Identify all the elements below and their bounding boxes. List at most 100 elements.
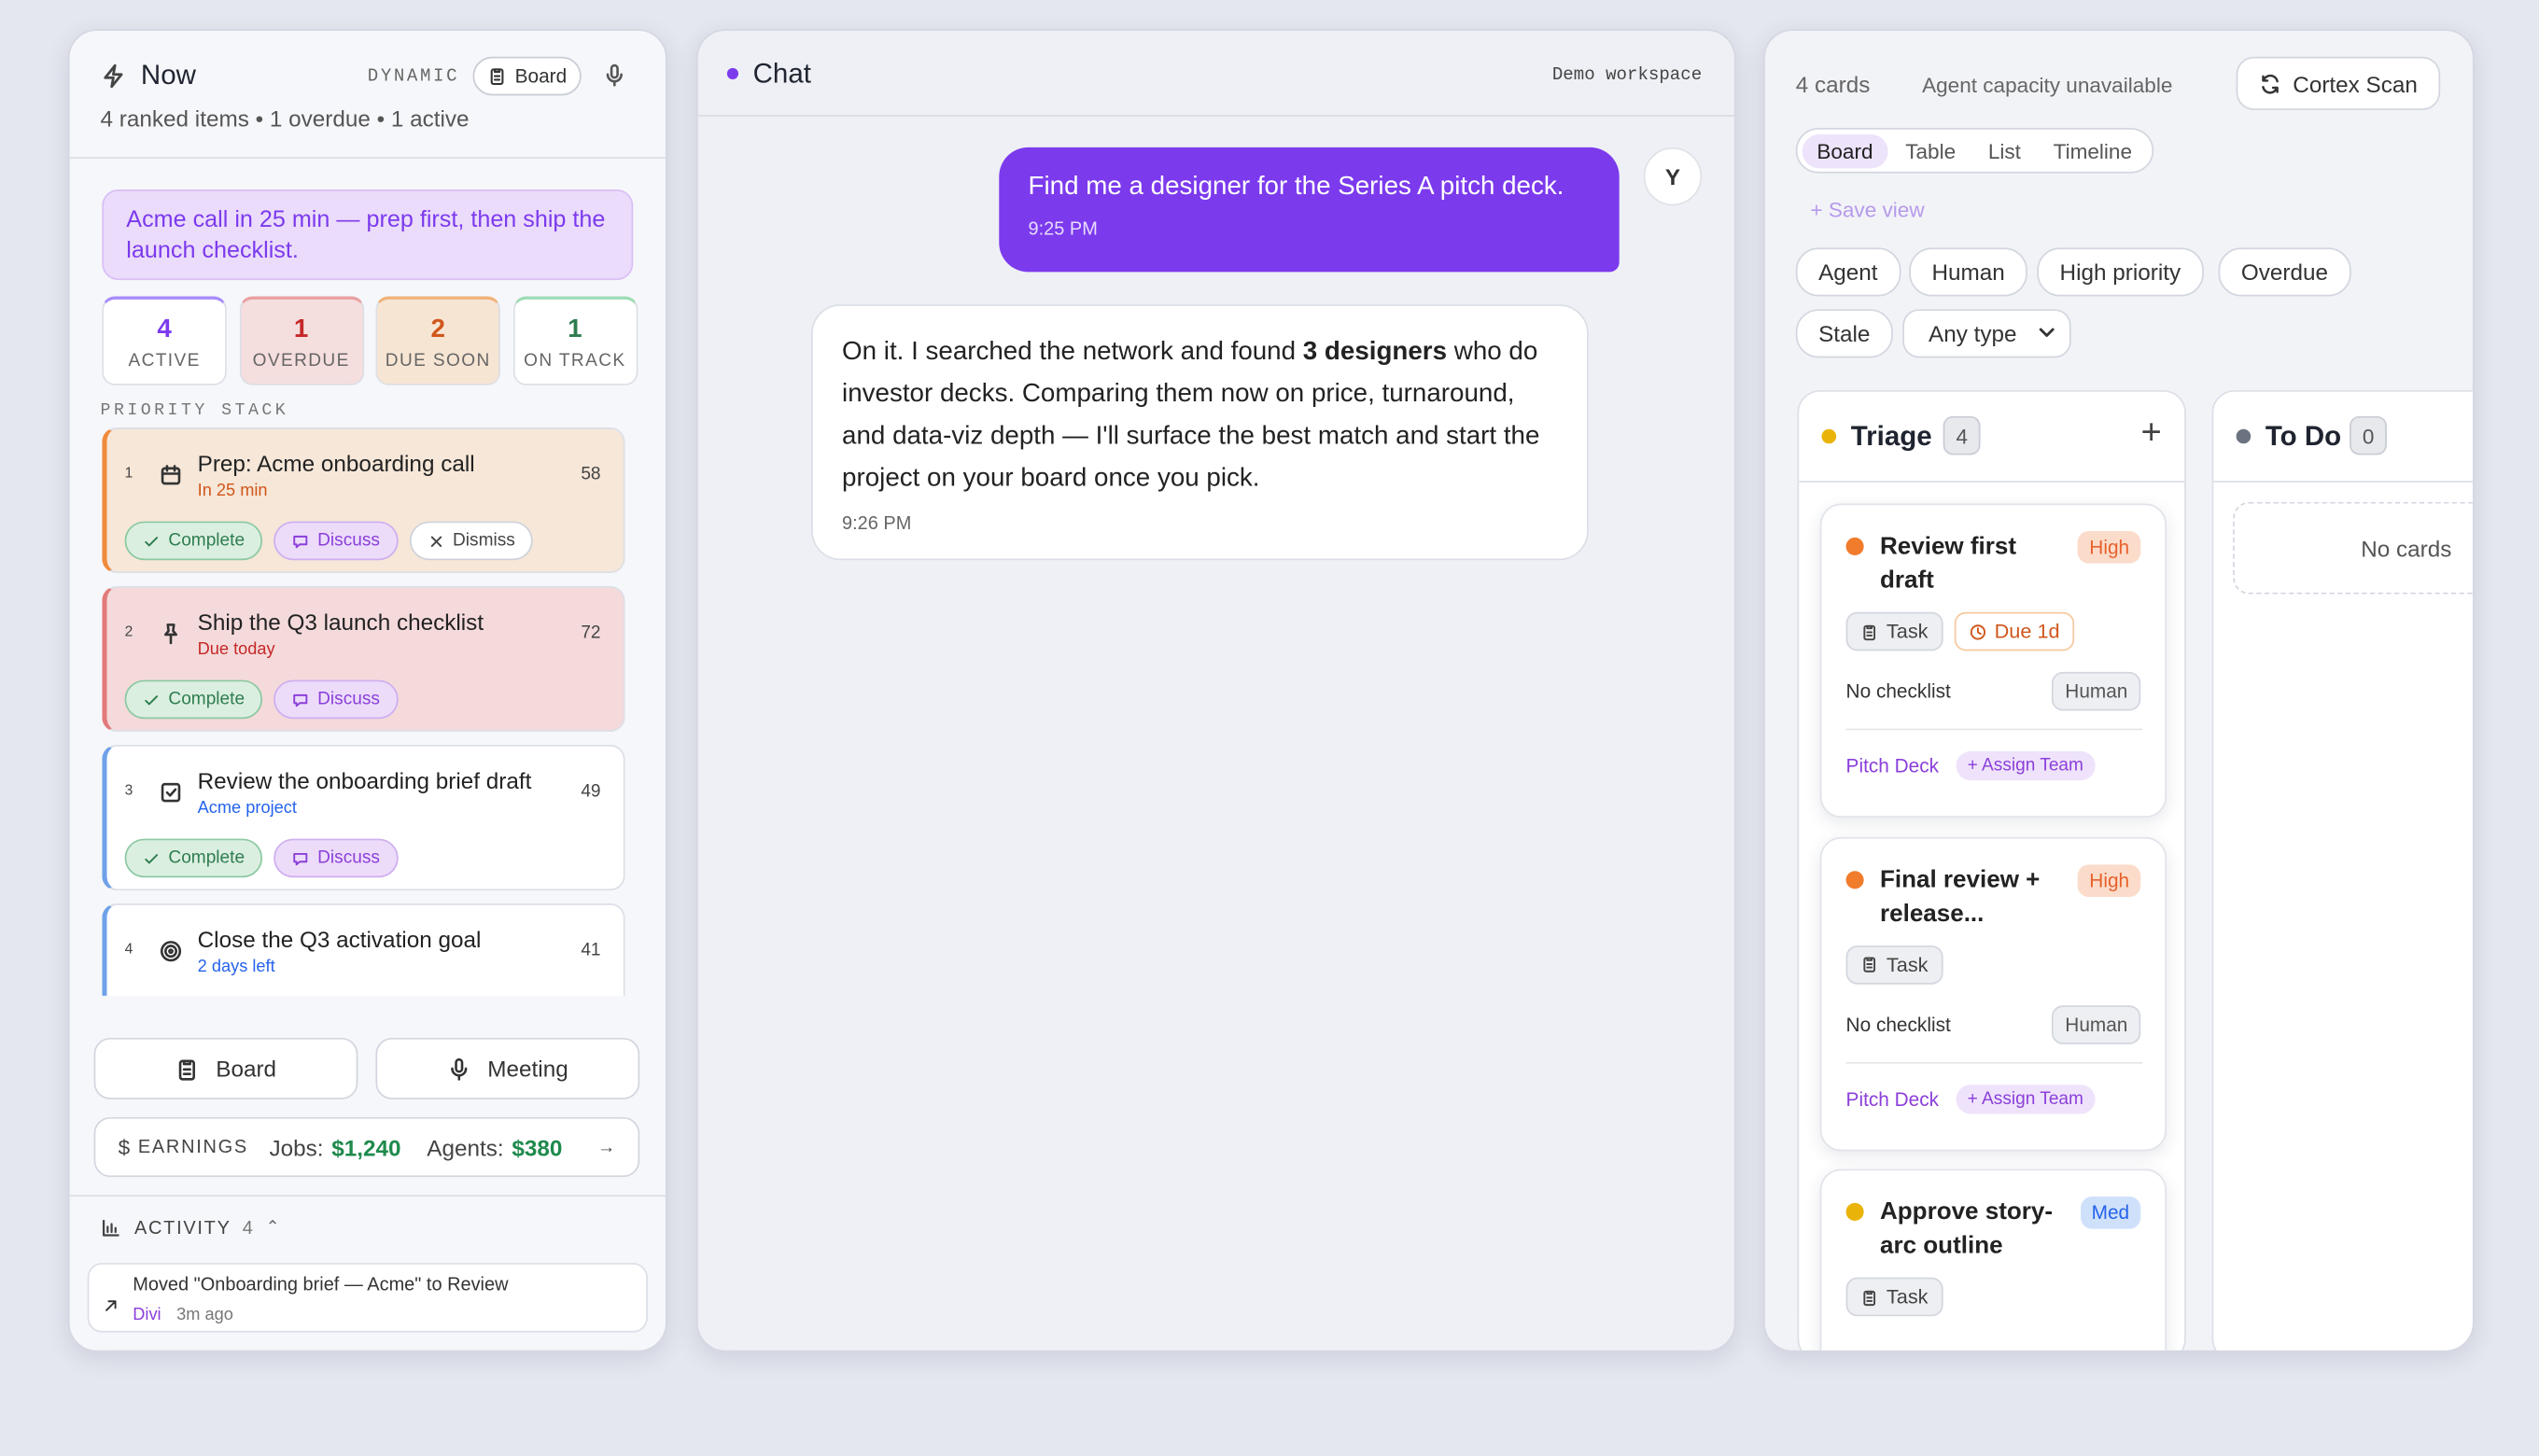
- stat-label: DUE SOON: [385, 351, 491, 371]
- view-tab[interactable]: List: [1987, 138, 2021, 163]
- select-label: Any type: [1929, 320, 2017, 347]
- bolt-icon: [101, 63, 127, 97]
- filter-chip[interactable]: Overdue: [2218, 247, 2351, 297]
- filter-chip[interactable]: Human: [1909, 247, 2028, 297]
- column-name: Triage: [1850, 421, 1932, 452]
- agents-label: Agents:: [427, 1134, 504, 1160]
- item-score: 72: [581, 623, 601, 643]
- filter-chip[interactable]: High priority: [2037, 247, 2204, 297]
- item-rank: 4: [124, 940, 133, 958]
- entry-actor: Divi: [133, 1305, 161, 1324]
- card-title: Approve story-arc outline: [1879, 1197, 2054, 1260]
- mic-button[interactable]: [602, 63, 626, 96]
- type-select[interactable]: Any type: [1902, 309, 2071, 358]
- item-sub: 2 days left: [197, 957, 275, 977]
- filter-chip[interactable]: Stale: [1795, 309, 1893, 358]
- card-title: Review first draft: [1879, 532, 2017, 595]
- action-row: Complete Discuss Dismiss: [124, 521, 533, 561]
- action-button[interactable]: Complete: [124, 521, 263, 561]
- assign-team[interactable]: + Assign Team: [1956, 750, 2096, 781]
- item-icon: [159, 463, 183, 496]
- now-panel: Now DYNAMIC Board 4 ranked items • 1 overdu…: [67, 29, 667, 1352]
- task-card[interactable]: Review first draft High Task Due 1d No check…: [1819, 503, 2167, 819]
- text-part: who do investor decks. Comparing them no…: [842, 338, 1540, 493]
- cards-count: 4 cards: [1795, 71, 1871, 98]
- card-tag: Task: [1845, 1277, 1943, 1317]
- chat-panel: Chat Demo workspace Find me a designer for…: [695, 29, 1736, 1352]
- project-link[interactable]: Pitch Deck: [1845, 754, 1940, 777]
- action-button[interactable]: Complete: [124, 679, 263, 720]
- card-title: Final review + release...: [1879, 865, 2041, 928]
- message-time: 9:26 PM: [842, 514, 912, 535]
- entry-icon: [102, 1294, 119, 1323]
- user-bubble: Find me a designer for the Series A pitc…: [999, 147, 1620, 273]
- priority-dot: [1845, 1202, 1864, 1221]
- action-button[interactable]: Dismiss: [409, 521, 533, 561]
- action-label: Discuss: [317, 689, 380, 709]
- filter-chip[interactable]: Agent: [1795, 247, 1901, 297]
- stat-label: OVERDUE: [252, 351, 350, 371]
- item-score: 41: [581, 940, 601, 960]
- action-button[interactable]: Discuss: [274, 838, 399, 878]
- banner: Acme call in 25 min — prep first, then s…: [102, 189, 634, 281]
- workspace-label: Demo workspace: [1551, 66, 1703, 86]
- activity-count: 4: [242, 1218, 255, 1239]
- view-tab[interactable]: Timeline: [2053, 138, 2133, 163]
- task-card[interactable]: Final review + release... High Task No chec…: [1819, 835, 2167, 1151]
- item-sub: Due today: [197, 639, 275, 660]
- divider: [1845, 1061, 2143, 1063]
- board-toggle[interactable]: Board: [472, 56, 582, 96]
- entry-time: 3m ago: [176, 1305, 233, 1324]
- action-button[interactable]: Discuss: [274, 521, 399, 561]
- action-label: Dismiss: [453, 530, 515, 551]
- action-label: Complete: [168, 847, 245, 868]
- view-tab[interactable]: Table: [1905, 138, 1957, 163]
- status-dot: [726, 67, 739, 80]
- dollar-icon: $: [118, 1135, 131, 1160]
- activity-entry[interactable]: Moved "Onboarding brief — Acme" to Revie…: [87, 1263, 648, 1333]
- stack-label: PRIORITY STACK: [100, 401, 289, 422]
- stat-value: 1: [293, 315, 309, 343]
- nav-button[interactable]: Board: [93, 1037, 358, 1099]
- activity-header[interactable]: ACTIVITY 4 ⌃: [101, 1217, 282, 1239]
- priority-dot: [1845, 537, 1864, 556]
- divider: [69, 157, 666, 160]
- column-header: To Do 0: [2213, 391, 2473, 483]
- column-count: 4: [1943, 415, 1981, 455]
- priority-item[interactable]: 1 Prep: Acme onboarding call In 25 min 58 Co…: [102, 427, 625, 574]
- project-link[interactable]: Pitch Deck: [1845, 1086, 1940, 1111]
- column-dot: [2236, 428, 2251, 444]
- board-column: To Do 0 No cards: [2211, 390, 2473, 1351]
- priority-stack: 1 Prep: Acme onboarding call In 25 min 58 Co…: [70, 426, 666, 996]
- card-tag: Task: [1845, 945, 1943, 984]
- save-view[interactable]: + Save view: [1810, 197, 1925, 222]
- priority-item[interactable]: 3 Review the onboarding brief draft Acme p…: [102, 744, 625, 891]
- item-rank: 2: [124, 623, 133, 640]
- agents-value: $380: [512, 1134, 563, 1160]
- priority-item[interactable]: 4 Close the Q3 activation goal 2 days left…: [102, 903, 625, 996]
- item-icon: [159, 939, 183, 972]
- task-card[interactable]: Approve story-arc outline Med Task: [1819, 1169, 2167, 1351]
- nav-button[interactable]: Meeting: [375, 1037, 640, 1099]
- action-button[interactable]: Discuss: [274, 679, 399, 720]
- scan-button[interactable]: Cortex Scan: [2236, 56, 2441, 110]
- mode-label: DYNAMIC: [367, 67, 460, 88]
- empty-placeholder: No cards: [2233, 501, 2473, 595]
- priority-badge: Med: [2080, 1196, 2141, 1229]
- earnings-bar[interactable]: $ EARNINGS Jobs: $1,240 Agents: $380 →: [93, 1116, 640, 1178]
- add-card[interactable]: +: [2140, 411, 2162, 452]
- action-row: Complete Discuss: [124, 679, 399, 720]
- card-tag: Due 1d: [1954, 611, 2075, 651]
- card-tag-label: Task: [1886, 1285, 1929, 1309]
- priority-item[interactable]: 2 Ship the Q3 launch checklist Due today 72…: [102, 585, 625, 733]
- item-title: Ship the Q3 launch checklist: [197, 609, 484, 636]
- view-tab[interactable]: Board: [1802, 133, 1888, 168]
- action-button[interactable]: Complete: [124, 838, 263, 878]
- stat-box: 4 ACTIVE: [102, 296, 227, 385]
- stat-box: 1 OVERDUE: [238, 296, 364, 385]
- tag-row: Task Due 1d: [1845, 611, 2075, 651]
- assign-team[interactable]: + Assign Team: [1956, 1084, 2096, 1113]
- stat-box: 2 DUE SOON: [375, 296, 501, 385]
